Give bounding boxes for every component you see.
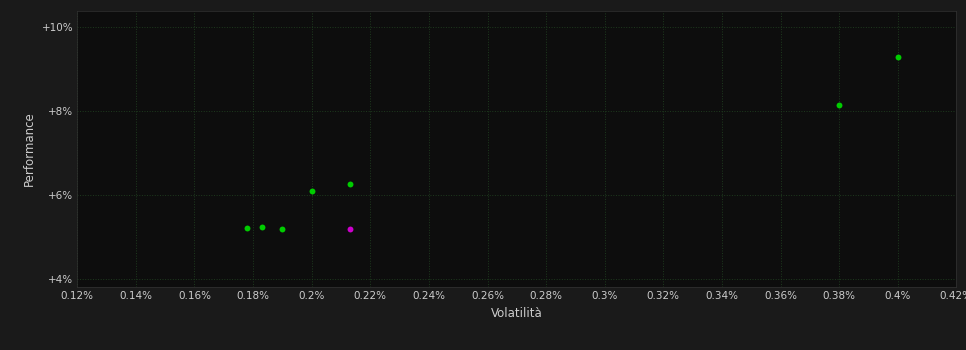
Point bbox=[890, 54, 905, 60]
Point bbox=[274, 226, 290, 232]
Point bbox=[342, 182, 357, 187]
Point bbox=[832, 102, 847, 107]
Point bbox=[240, 225, 255, 231]
Y-axis label: Performance: Performance bbox=[23, 111, 36, 186]
Point bbox=[342, 226, 357, 232]
X-axis label: Volatilità: Volatilità bbox=[491, 307, 543, 320]
Point bbox=[304, 188, 320, 194]
Point bbox=[254, 224, 270, 230]
